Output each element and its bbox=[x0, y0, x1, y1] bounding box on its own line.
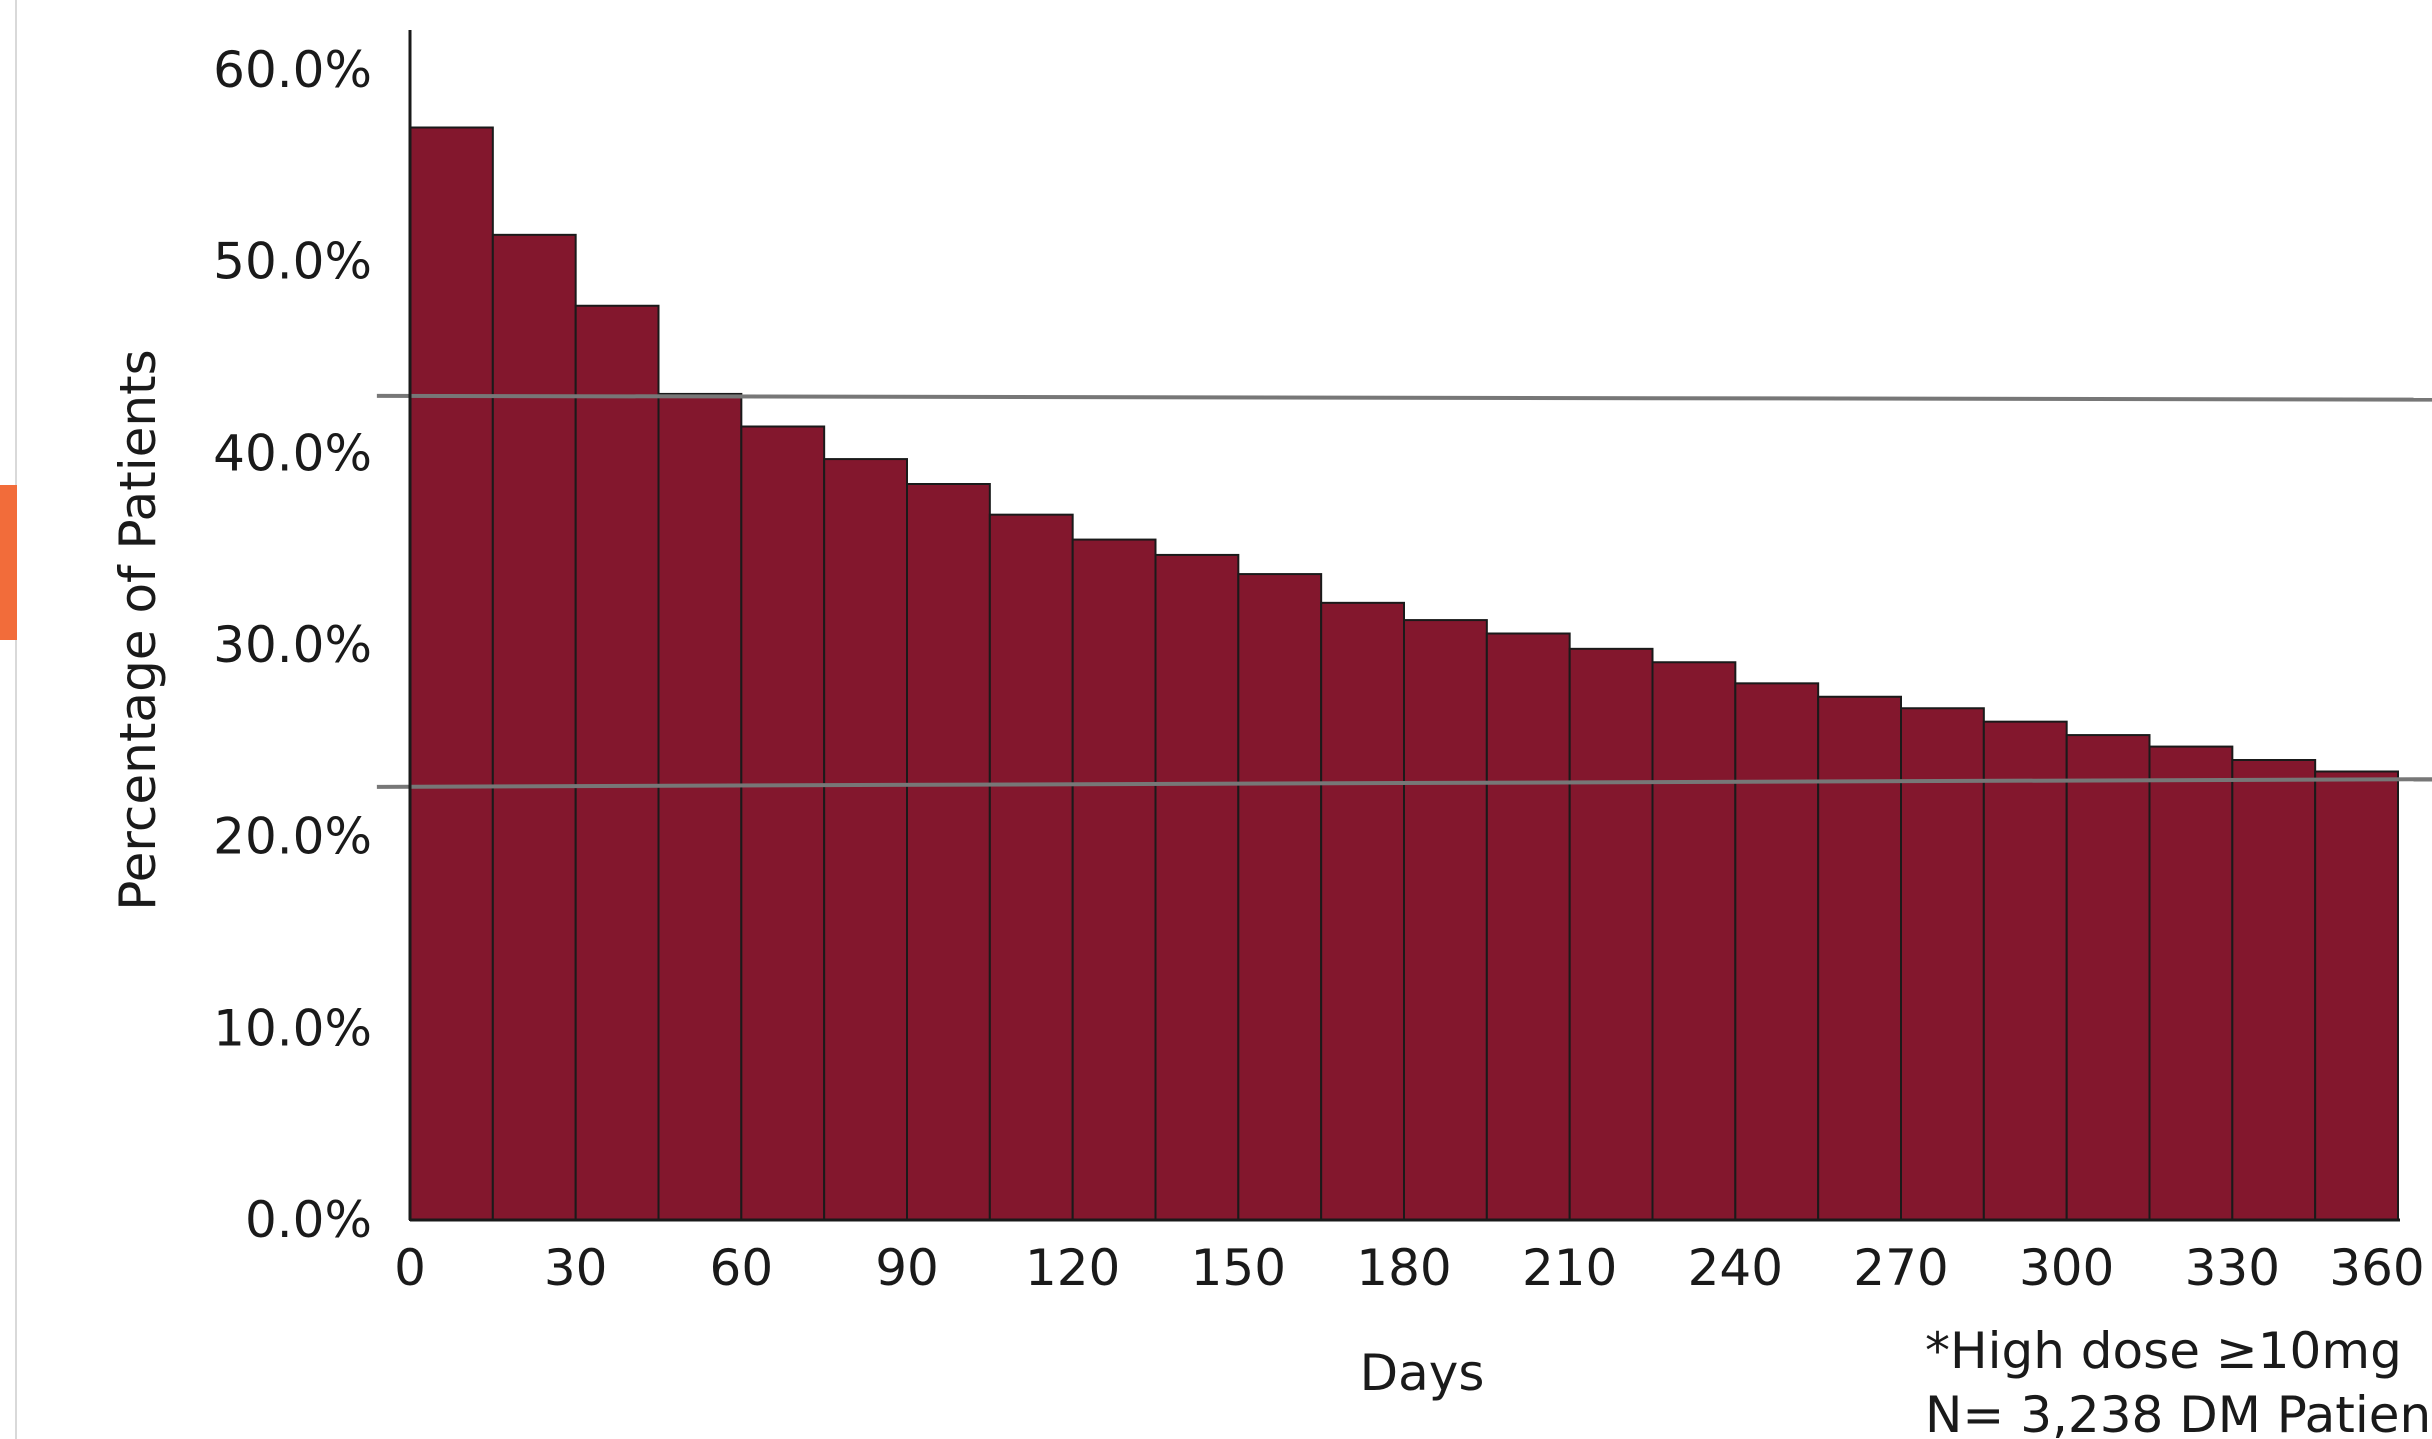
bar-day-300 bbox=[2065, 734, 2151, 1221]
x-tick-label: 360 bbox=[2329, 1239, 2424, 1297]
footnote-dose: *High dose ≥10mg bbox=[1925, 1322, 2402, 1380]
y-tick-labels: 0.0% 10.0% 20.0% 30.0% 40.0% 50.0% 60.0% bbox=[213, 41, 372, 1249]
bar-day-150 bbox=[1237, 573, 1323, 1221]
bar-day-330 bbox=[2231, 759, 2317, 1221]
x-tick-label: 60 bbox=[710, 1239, 774, 1297]
x-tick-label: 270 bbox=[1853, 1239, 1948, 1297]
bar-day-315 bbox=[2148, 745, 2234, 1221]
x-tick-label: 300 bbox=[2019, 1239, 2114, 1297]
bar-day-45 bbox=[657, 392, 743, 1221]
x-tick-label: 180 bbox=[1356, 1239, 1451, 1297]
x-tick-label: 240 bbox=[1688, 1239, 1783, 1297]
y-tick-label: 50.0% bbox=[213, 233, 372, 291]
y-tick-label: 30.0% bbox=[213, 616, 372, 674]
y-tick-label: 60.0% bbox=[213, 41, 372, 99]
y-tick-label: 0.0% bbox=[245, 1191, 372, 1249]
y-axis-title: Percentage of Patients bbox=[109, 349, 167, 910]
x-tick-label: 0 bbox=[394, 1239, 426, 1297]
bar-day-165 bbox=[1320, 601, 1405, 1221]
bars-group bbox=[409, 126, 2400, 1222]
bar-day-195 bbox=[1485, 632, 1571, 1221]
y-tick-label: 10.0% bbox=[213, 999, 372, 1057]
bar-day-210 bbox=[1568, 647, 1654, 1221]
bar-day-135 bbox=[1154, 553, 1240, 1221]
bar-day-15 bbox=[491, 233, 577, 1222]
y-tick-label: 40.0% bbox=[213, 424, 372, 482]
bar-day-270 bbox=[1900, 707, 1985, 1221]
x-axis-title: Days bbox=[1360, 1344, 1485, 1402]
bar-day-30 bbox=[574, 304, 660, 1221]
slide-edge-rule bbox=[15, 0, 17, 1439]
reference-line-2 bbox=[376, 777, 2432, 789]
x-tick-label: 210 bbox=[1522, 1239, 1617, 1297]
x-tick-label: 120 bbox=[1025, 1239, 1120, 1297]
bar-day-0 bbox=[409, 126, 494, 1221]
bar-day-285 bbox=[1982, 720, 2068, 1222]
x-tick-label: 90 bbox=[875, 1239, 939, 1297]
reference-lines bbox=[376, 393, 2432, 789]
x-tick-label: 150 bbox=[1191, 1239, 1286, 1297]
accent-tab bbox=[0, 485, 17, 640]
bar-day-75 bbox=[823, 458, 909, 1222]
bar-day-240 bbox=[1734, 682, 1820, 1221]
bar-day-105 bbox=[988, 513, 1074, 1221]
bar-day-255 bbox=[1817, 695, 1902, 1221]
bar-day-90 bbox=[906, 483, 991, 1221]
bar-day-345 bbox=[2314, 770, 2400, 1221]
reference-line-1 bbox=[376, 393, 2432, 402]
x-tick-label: 330 bbox=[2185, 1239, 2280, 1297]
x-tick-labels: 0 30 60 90 120 150 180 210 240 270 300 330 360 bbox=[394, 1239, 2425, 1297]
bar-day-120 bbox=[1071, 538, 1157, 1221]
x-tick-label: 30 bbox=[544, 1239, 608, 1297]
bar-day-180 bbox=[1403, 619, 1488, 1221]
footnote-n: N= 3,238 DM Patients bbox=[1925, 1386, 2432, 1439]
bar-day-225 bbox=[1651, 661, 1737, 1221]
bar-day-60 bbox=[740, 425, 826, 1221]
y-tick-label: 20.0% bbox=[213, 808, 372, 866]
